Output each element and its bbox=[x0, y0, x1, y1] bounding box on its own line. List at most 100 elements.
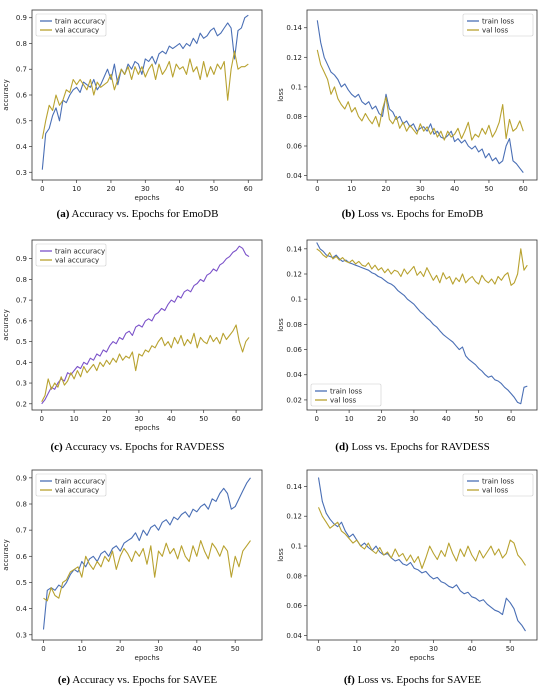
x-tick-label: 50 bbox=[474, 415, 483, 423]
y-tick-label: 0.14 bbox=[286, 24, 302, 32]
x-tick-label: 40 bbox=[442, 415, 451, 423]
x-tick-label: 30 bbox=[409, 415, 418, 423]
caption-b: (b) Loss vs. Epochs for EmoDB bbox=[275, 208, 550, 220]
panel-d: 0 10 20 30 40 50 60 0.02 0.04 0.06 0.08 0.1 0.12 0.14… bbox=[275, 230, 550, 460]
y-tick-label: 0.4 bbox=[16, 143, 28, 151]
caption-f: (f) Loss vs. Epochs for SAVEE bbox=[275, 674, 550, 686]
x-tick-label: 40 bbox=[192, 645, 201, 653]
series-line-train-accuracy bbox=[41, 14, 249, 170]
panel-e: 0 10 20 30 40 50 0.3 0.4 0.5 0.6 0.7 0.8 0.9 epochs ac… bbox=[0, 460, 275, 690]
legend-label: val loss bbox=[330, 397, 356, 405]
caption-label: (b) bbox=[341, 208, 356, 220]
series-line-train-accuracy bbox=[42, 477, 251, 630]
y-axis-label: accuracy bbox=[2, 309, 10, 341]
x-tick-label: 30 bbox=[429, 645, 438, 653]
series-line-train-accuracy bbox=[41, 245, 250, 405]
caption-text: Loss vs. Epochs for RAVDESS bbox=[348, 441, 490, 453]
x-tick-label: 20 bbox=[102, 415, 111, 423]
caption-label: (a) bbox=[56, 208, 70, 220]
caption-text: Accuracy vs. Epochs for SAVEE bbox=[70, 674, 218, 686]
x-tick-label: 0 bbox=[315, 185, 319, 193]
y-axis-label: accuracy bbox=[2, 79, 10, 111]
caption-label: (f) bbox=[343, 674, 355, 686]
series-line-train-loss bbox=[317, 477, 526, 632]
plot-frame bbox=[306, 9, 538, 181]
x-tick-label: 60 bbox=[232, 415, 241, 423]
chart-loss-ravdess: 0 10 20 30 40 50 60 0.02 0.04 0.06 0.08 0.1 0.12 0.14… bbox=[277, 239, 538, 423]
series-line-val-accuracy bbox=[43, 540, 251, 602]
y-tick-label: 0.14 bbox=[286, 483, 302, 491]
y-tick-label: 0.6 bbox=[16, 92, 28, 100]
x-tick-label: 40 bbox=[450, 185, 459, 193]
y-tick-label: 0.12 bbox=[286, 271, 302, 279]
caption-a: (a) Accuracy vs. Epochs for EmoDB bbox=[0, 208, 275, 220]
y-tick-label: 0.14 bbox=[286, 245, 302, 253]
y-tick-label: 0.04 bbox=[286, 172, 302, 180]
y-tick-label: 0.5 bbox=[16, 579, 27, 587]
y-tick-label: 0.04 bbox=[286, 632, 302, 640]
x-tick-label: 30 bbox=[154, 645, 163, 653]
y-tick-label: 0.06 bbox=[286, 346, 302, 354]
x-axis-label: epochs bbox=[135, 424, 160, 432]
y-tick-label: 0.3 bbox=[16, 380, 27, 388]
x-tick-label: 20 bbox=[116, 645, 125, 653]
x-tick-label: 10 bbox=[345, 415, 354, 423]
y-tick-label: 0.7 bbox=[16, 66, 27, 74]
y-tick-label: 0.06 bbox=[286, 143, 302, 151]
y-tick-label: 0.9 bbox=[16, 474, 27, 482]
y-axis-label: loss bbox=[277, 88, 285, 102]
legend-label: val loss bbox=[482, 487, 508, 495]
y-tick-label: 0.8 bbox=[16, 501, 27, 509]
series-line-val-loss bbox=[316, 248, 528, 286]
chart-accuracy-emodb: 0 10 20 30 40 50 60 0.3 0.4 0.5 0.6 0.7 0.8 0.9 epochs… bbox=[2, 9, 263, 202]
x-tick-label: 50 bbox=[209, 185, 218, 193]
y-tick-label: 0.08 bbox=[286, 321, 302, 329]
caption-label: (c) bbox=[50, 441, 63, 453]
y-tick-label: 0.7 bbox=[16, 527, 27, 535]
y-tick-label: 0.3 bbox=[16, 169, 27, 177]
legend-label: val accuracy bbox=[55, 27, 99, 35]
caption-d: (d) Loss vs. Epochs for RAVDESS bbox=[275, 441, 550, 453]
x-axis-label: epochs bbox=[410, 194, 435, 202]
x-tick-label: 60 bbox=[507, 415, 516, 423]
caption-c: (c) Accuracy vs. Epochs for RAVDESS bbox=[0, 441, 275, 453]
panel-b: 0 10 20 30 40 50 60 0.04 0.06 0.08 0.1 0.12 0.14 epoc… bbox=[275, 0, 550, 230]
legend-label: val loss bbox=[482, 27, 508, 35]
y-tick-label: 0.9 bbox=[16, 255, 27, 263]
caption-text: Accuracy vs. Epochs for EmoDB bbox=[69, 208, 219, 220]
y-tick-label: 0.08 bbox=[286, 572, 302, 580]
legend-box bbox=[35, 13, 107, 37]
x-tick-label: 0 bbox=[314, 415, 318, 423]
x-tick-label: 10 bbox=[70, 415, 79, 423]
x-tick-label: 0 bbox=[41, 645, 45, 653]
y-tick-label: 0.1 bbox=[291, 296, 302, 304]
legend-label: train accuracy bbox=[55, 18, 105, 26]
y-axis-label: loss bbox=[277, 318, 285, 332]
legend-box bbox=[35, 473, 107, 497]
x-tick-label: 20 bbox=[391, 645, 400, 653]
x-tick-label: 10 bbox=[347, 185, 356, 193]
legend-box bbox=[35, 243, 107, 267]
y-tick-label: 0.02 bbox=[286, 396, 302, 404]
y-tick-label: 0.12 bbox=[286, 54, 302, 62]
caption-label: (e) bbox=[57, 674, 71, 686]
x-tick-label: 20 bbox=[377, 415, 386, 423]
x-tick-label: 20 bbox=[106, 185, 115, 193]
x-tick-label: 30 bbox=[141, 185, 150, 193]
y-tick-label: 0.6 bbox=[16, 317, 28, 325]
series-line-train-loss bbox=[316, 242, 528, 405]
x-tick-label: 20 bbox=[381, 185, 390, 193]
x-tick-label: 50 bbox=[506, 645, 515, 653]
x-tick-label: 40 bbox=[175, 185, 184, 193]
x-tick-label: 50 bbox=[199, 415, 208, 423]
y-tick-label: 0.5 bbox=[16, 338, 27, 346]
x-tick-label: 50 bbox=[484, 185, 493, 193]
y-tick-label: 0.06 bbox=[286, 602, 302, 610]
series-line-val-accuracy bbox=[41, 324, 250, 402]
legend-label: train accuracy bbox=[55, 478, 105, 486]
